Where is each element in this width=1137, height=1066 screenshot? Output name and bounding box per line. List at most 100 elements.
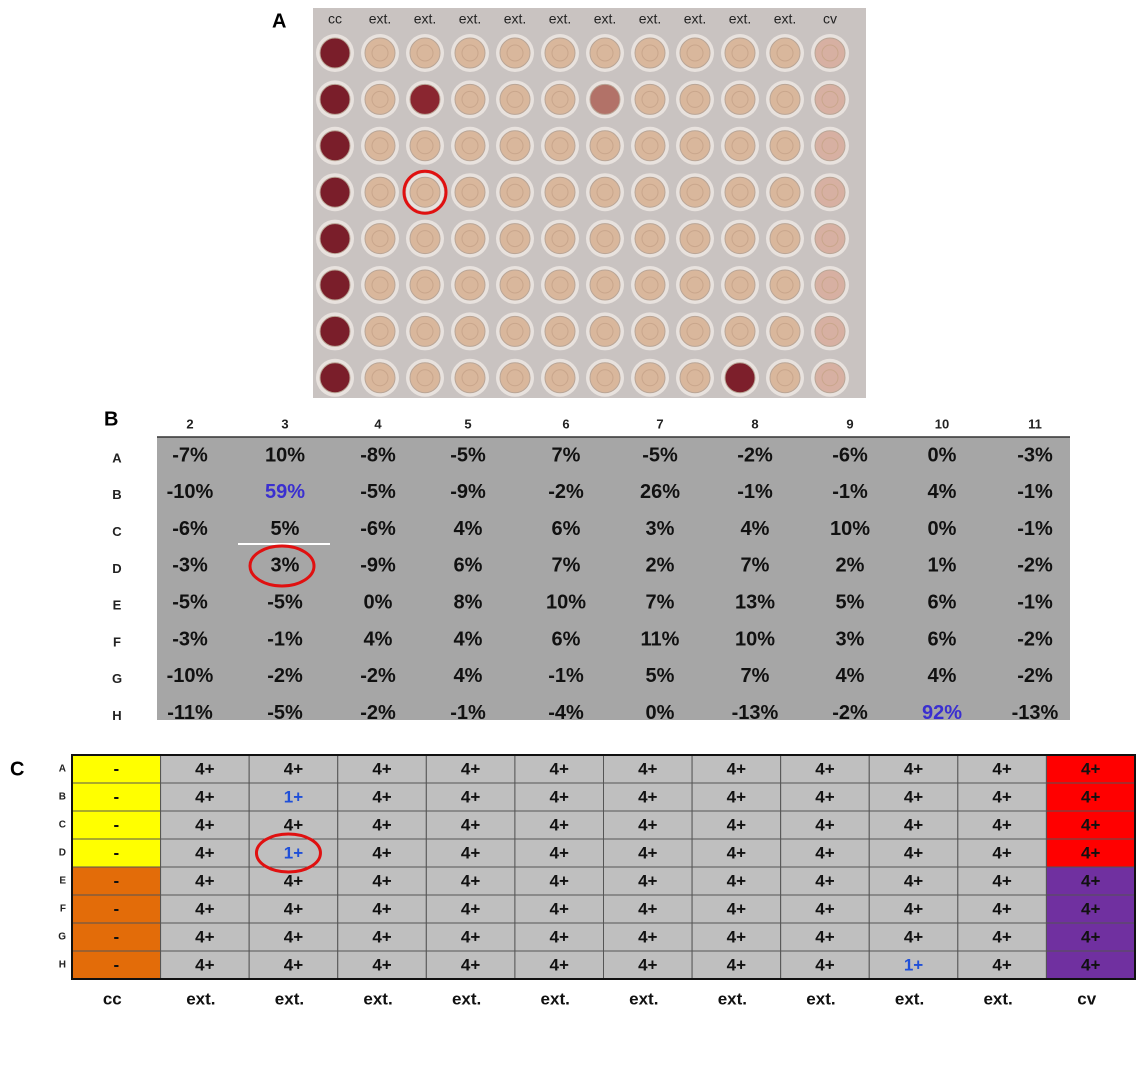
cell-value: 4+ [461, 787, 480, 806]
cell-value: 4+ [815, 815, 834, 834]
cell-value: 4+ [992, 899, 1011, 918]
cell-value: -5% [642, 444, 678, 466]
well [365, 316, 395, 346]
cell-value: 7% [741, 555, 770, 577]
cell-value: -6% [360, 518, 396, 540]
well [680, 131, 710, 161]
well [590, 316, 620, 346]
well [320, 224, 350, 254]
cell-value: 4+ [815, 843, 834, 862]
cell-value: 4+ [284, 759, 303, 778]
cell-value: 4+ [727, 871, 746, 890]
column-label: cc [328, 11, 342, 27]
cell-value: 4% [364, 628, 393, 650]
cell-value: 4+ [1081, 843, 1100, 862]
well [590, 363, 620, 393]
cell-value: 4+ [727, 787, 746, 806]
cell-value: 4% [836, 665, 865, 687]
cell-value: 0% [364, 591, 393, 613]
well [725, 177, 755, 207]
cell-value: -1% [1017, 591, 1053, 613]
cell-value: - [113, 759, 119, 778]
cell-value: 4+ [727, 927, 746, 946]
cell-value: 4+ [904, 871, 923, 890]
well [365, 224, 395, 254]
column-header: 6 [562, 416, 569, 431]
cell-value: 4+ [550, 787, 569, 806]
well [680, 224, 710, 254]
well [545, 224, 575, 254]
cell-value: 4+ [550, 927, 569, 946]
cell-value: 4+ [815, 899, 834, 918]
cell-value: 4+ [372, 871, 391, 890]
cell-value: - [113, 871, 119, 890]
cell-value: 10% [546, 591, 586, 613]
row-label: H [112, 708, 121, 723]
well [635, 177, 665, 207]
cell-value: 7% [741, 665, 770, 687]
cell-value: -13% [732, 702, 779, 724]
cell-value: 4+ [195, 843, 214, 862]
column-header: 3 [281, 416, 288, 431]
row-label: G [112, 671, 122, 686]
row-label: D [112, 561, 121, 576]
panel-label: A [272, 10, 286, 32]
column-label: ext. [186, 989, 215, 1008]
cell-value: 4+ [815, 871, 834, 890]
cell-value: 4+ [461, 815, 480, 834]
cell-value: 4+ [372, 759, 391, 778]
cell-value: 4+ [727, 759, 746, 778]
figure: A B C ccext.ext.ext.ext.ext.ext.ext.ext.… [0, 0, 1137, 1066]
well [635, 316, 665, 346]
cell-value: -6% [172, 518, 208, 540]
cell-value: 4+ [1081, 759, 1100, 778]
cell-value: -1% [1017, 481, 1053, 503]
well [410, 270, 440, 300]
cell-value: 4+ [550, 843, 569, 862]
cell-value: 4% [928, 665, 957, 687]
well [815, 131, 845, 161]
cell-value: 4+ [727, 815, 746, 834]
cell-value: 4+ [195, 927, 214, 946]
well [320, 363, 350, 393]
column-label: ext. [684, 11, 707, 27]
row-label: G [58, 932, 66, 943]
cell-value: 7% [552, 555, 581, 577]
row-label: C [59, 820, 66, 831]
well [500, 84, 530, 114]
cell-value: 4+ [992, 955, 1011, 974]
cell-value: 4+ [550, 871, 569, 890]
cell-value: 4+ [638, 843, 657, 862]
cell-value: -10% [167, 665, 214, 687]
cell-value: -5% [360, 481, 396, 503]
cell-value: -1% [1017, 518, 1053, 540]
well [590, 177, 620, 207]
column-label: ext. [549, 11, 572, 27]
well [455, 363, 485, 393]
well [770, 38, 800, 68]
cell-value: 4+ [638, 759, 657, 778]
well [815, 84, 845, 114]
cell-value: -8% [360, 444, 396, 466]
cell-value: 11% [641, 628, 680, 650]
cell-value: 4+ [992, 759, 1011, 778]
cell-value: -13% [1012, 702, 1059, 724]
cell-value: 0% [928, 444, 957, 466]
well [320, 84, 350, 114]
cell-value: 6% [928, 591, 957, 613]
well [545, 316, 575, 346]
cell-value: 4+ [550, 759, 569, 778]
cell-value: 4% [454, 518, 483, 540]
well [500, 177, 530, 207]
well [410, 84, 440, 114]
cell-value: 4+ [904, 843, 923, 862]
well [725, 224, 755, 254]
well [725, 363, 755, 393]
column-label: ext. [639, 11, 662, 27]
cell-value: 7% [552, 444, 581, 466]
cell-value: 4+ [284, 899, 303, 918]
column-label: ext. [369, 11, 392, 27]
well [500, 38, 530, 68]
well [635, 131, 665, 161]
cell-value: 59% [265, 481, 305, 503]
